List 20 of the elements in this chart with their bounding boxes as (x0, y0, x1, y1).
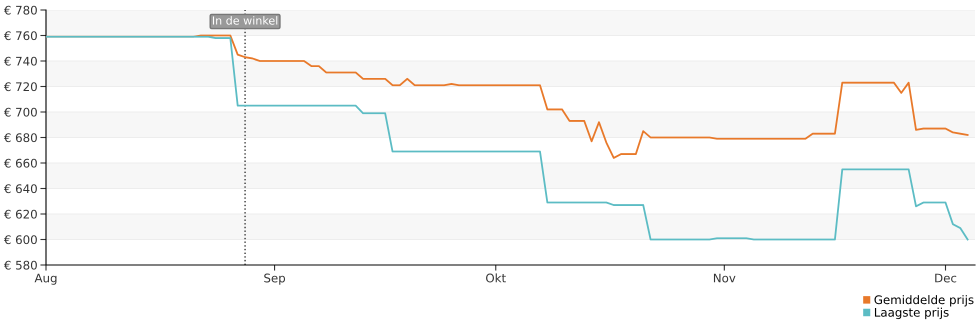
x-tick-label: Sep (264, 274, 286, 285)
y-tick-label: € 760 (4, 31, 37, 40)
legend-label: Gemiddelde prijs (874, 295, 974, 306)
ref-line-label: In de winkel (212, 16, 278, 25)
y-tick-label: € 620 (4, 210, 37, 219)
x-tick-label: Dec (935, 274, 956, 282)
y-tick-label: € 780 (4, 6, 37, 15)
y-tick-label: € 640 (4, 184, 37, 194)
x-tick-label: Nov (714, 274, 736, 282)
y-tick-label: € 720 (4, 82, 37, 92)
y-tick-label: € 680 (4, 133, 37, 142)
y-tick-label: € 740 (4, 56, 37, 66)
y-tick-label: € 580 (4, 260, 37, 270)
x-tick-label: Aug (34, 274, 56, 285)
y-tick-label: € 700 (4, 108, 37, 117)
legend-label: Laagste prijs (874, 308, 949, 320)
y-tick-label: € 660 (4, 158, 37, 168)
y-tick-label: € 600 (4, 235, 37, 244)
x-tick-label: Okt (486, 273, 506, 282)
line-series (46, 36, 969, 240)
